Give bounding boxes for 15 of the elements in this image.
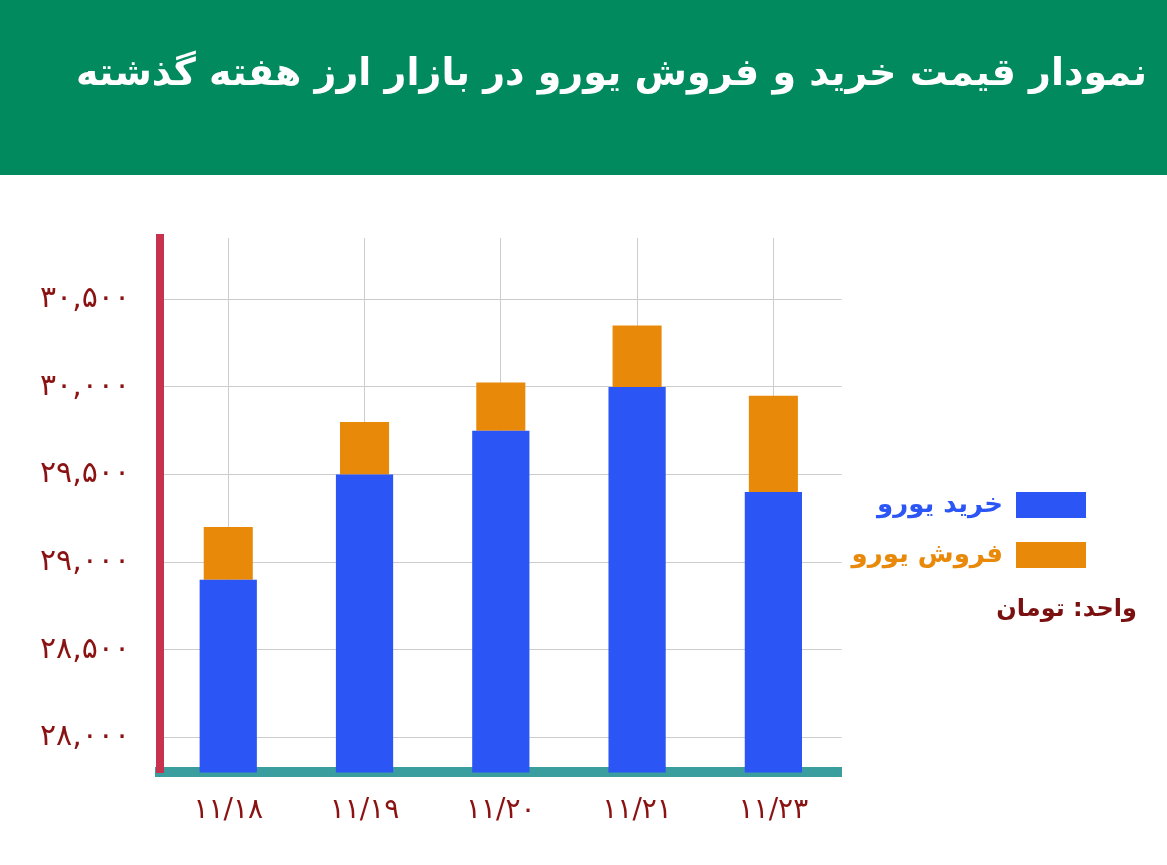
x-tick-label: ۱۱/۱۸	[193, 792, 264, 826]
legend-label: فروش یورو	[849, 537, 1003, 569]
y-tick-label: ۳۰,۵۰۰	[39, 279, 131, 315]
y-tick-label: ۲۸,۰۰۰	[39, 717, 131, 753]
chart-title: نمودار قیمت خرید و فروش یورو در بازار ارز هفته گذشته	[74, 50, 1147, 94]
y-tick-label: ۲۹,۰۰۰	[39, 541, 131, 577]
text: واحد: تومان	[996, 594, 1137, 622]
legend-label: خرید یورو	[875, 487, 1003, 519]
x-tick-label: ۱۱/۲۱	[602, 792, 672, 826]
x-tick-label: ۱۱/۲۳	[738, 792, 809, 826]
x-tick-label: ۱۱/۲۰	[466, 792, 536, 826]
y-tick-label: ۳۰,۰۰۰	[39, 366, 131, 402]
x-tick-label: ۱۱/۱۹	[329, 792, 400, 826]
y-tick-label: ۲۸,۵۰۰	[39, 629, 131, 665]
y-tick-label: ۲۹,۵۰۰	[39, 454, 131, 490]
